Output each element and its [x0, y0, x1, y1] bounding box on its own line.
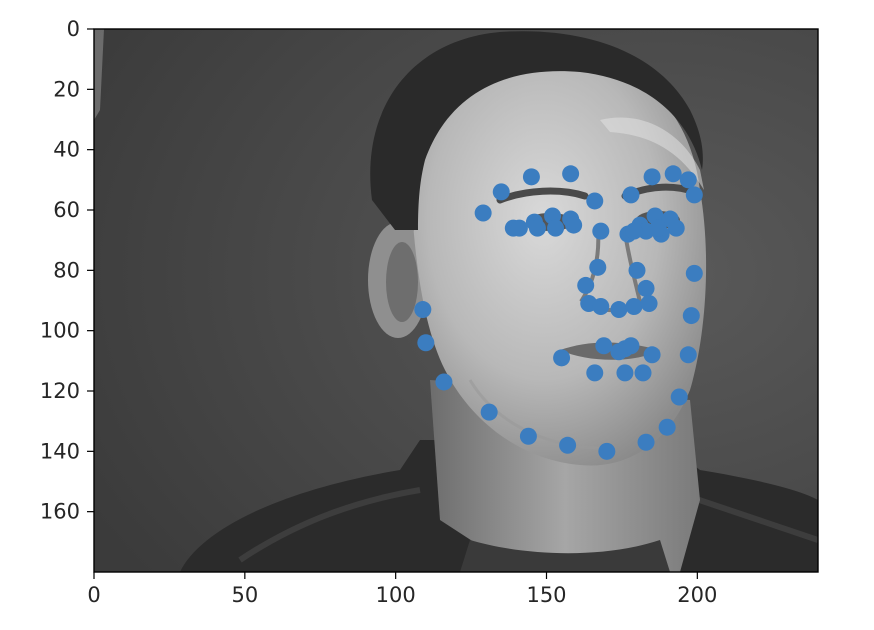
- landmark-point: [685, 264, 703, 282]
- landmark-point: [474, 204, 492, 222]
- landmark-point: [610, 301, 628, 319]
- landmark-point: [417, 334, 435, 352]
- x-tick-label: 0: [87, 583, 100, 607]
- landmark-point: [528, 219, 546, 237]
- y-tick-label: 100: [40, 319, 80, 343]
- landmark-point: [414, 301, 432, 319]
- landmark-point: [595, 337, 613, 355]
- y-tick-label: 140: [40, 439, 80, 463]
- landmark-point: [667, 219, 685, 237]
- landmark-point: [649, 219, 667, 237]
- landmark-point: [589, 258, 607, 276]
- landmark-point: [610, 343, 628, 361]
- landmark-point: [658, 418, 676, 436]
- landmark-point: [435, 373, 453, 391]
- landmark-point: [634, 364, 652, 382]
- y-tick-label: 60: [53, 198, 80, 222]
- landmark-point: [643, 168, 661, 186]
- landmark-point: [628, 261, 646, 279]
- landmark-point: [598, 442, 616, 460]
- landmark-point: [565, 216, 583, 234]
- landmark-point: [519, 427, 537, 445]
- landmark-point: [553, 349, 571, 367]
- landmark-point: [586, 364, 604, 382]
- landmark-point: [559, 436, 577, 454]
- landmark-point: [562, 165, 580, 183]
- landmark-point: [577, 276, 595, 294]
- y-axis: 0 20 40 60 80 100 120 140 160: [40, 17, 94, 524]
- landmark-point: [670, 388, 688, 406]
- landmark-point: [592, 222, 610, 240]
- landmark-point: [480, 403, 498, 421]
- y-tick-label: 80: [53, 258, 80, 282]
- landmark-point: [592, 298, 610, 316]
- landmark-point: [492, 183, 510, 201]
- x-tick-label: 50: [231, 583, 258, 607]
- landmark-point: [685, 186, 703, 204]
- landmark-point: [625, 298, 643, 316]
- x-axis: 0 50 100 150 200: [87, 572, 717, 607]
- landmark-point: [637, 433, 655, 451]
- y-tick-label: 120: [40, 379, 80, 403]
- x-tick-label: 100: [376, 583, 416, 607]
- landmark-point: [679, 346, 697, 364]
- x-tick-label: 150: [526, 583, 566, 607]
- landmark-point: [616, 364, 634, 382]
- y-tick-label: 0: [67, 17, 80, 41]
- scatter-series: [414, 165, 703, 460]
- landmark-point: [637, 279, 655, 297]
- landmark-point: [586, 192, 604, 210]
- landmark-point: [547, 219, 565, 237]
- landmark-point: [679, 171, 697, 189]
- landmark-point: [682, 307, 700, 325]
- y-tick-label: 20: [53, 77, 80, 101]
- y-tick-label: 160: [40, 500, 80, 524]
- x-tick-label: 200: [677, 583, 717, 607]
- plot-frame: [93, 28, 819, 573]
- landmark-point: [640, 295, 658, 313]
- landmark-point: [625, 222, 643, 240]
- landmark-point: [510, 219, 528, 237]
- landmark-point: [664, 165, 682, 183]
- face-photo: [94, 29, 818, 572]
- landmark-point: [622, 186, 640, 204]
- y-tick-label: 40: [53, 138, 80, 162]
- landmark-point: [643, 346, 661, 364]
- landmark-point: [522, 168, 540, 186]
